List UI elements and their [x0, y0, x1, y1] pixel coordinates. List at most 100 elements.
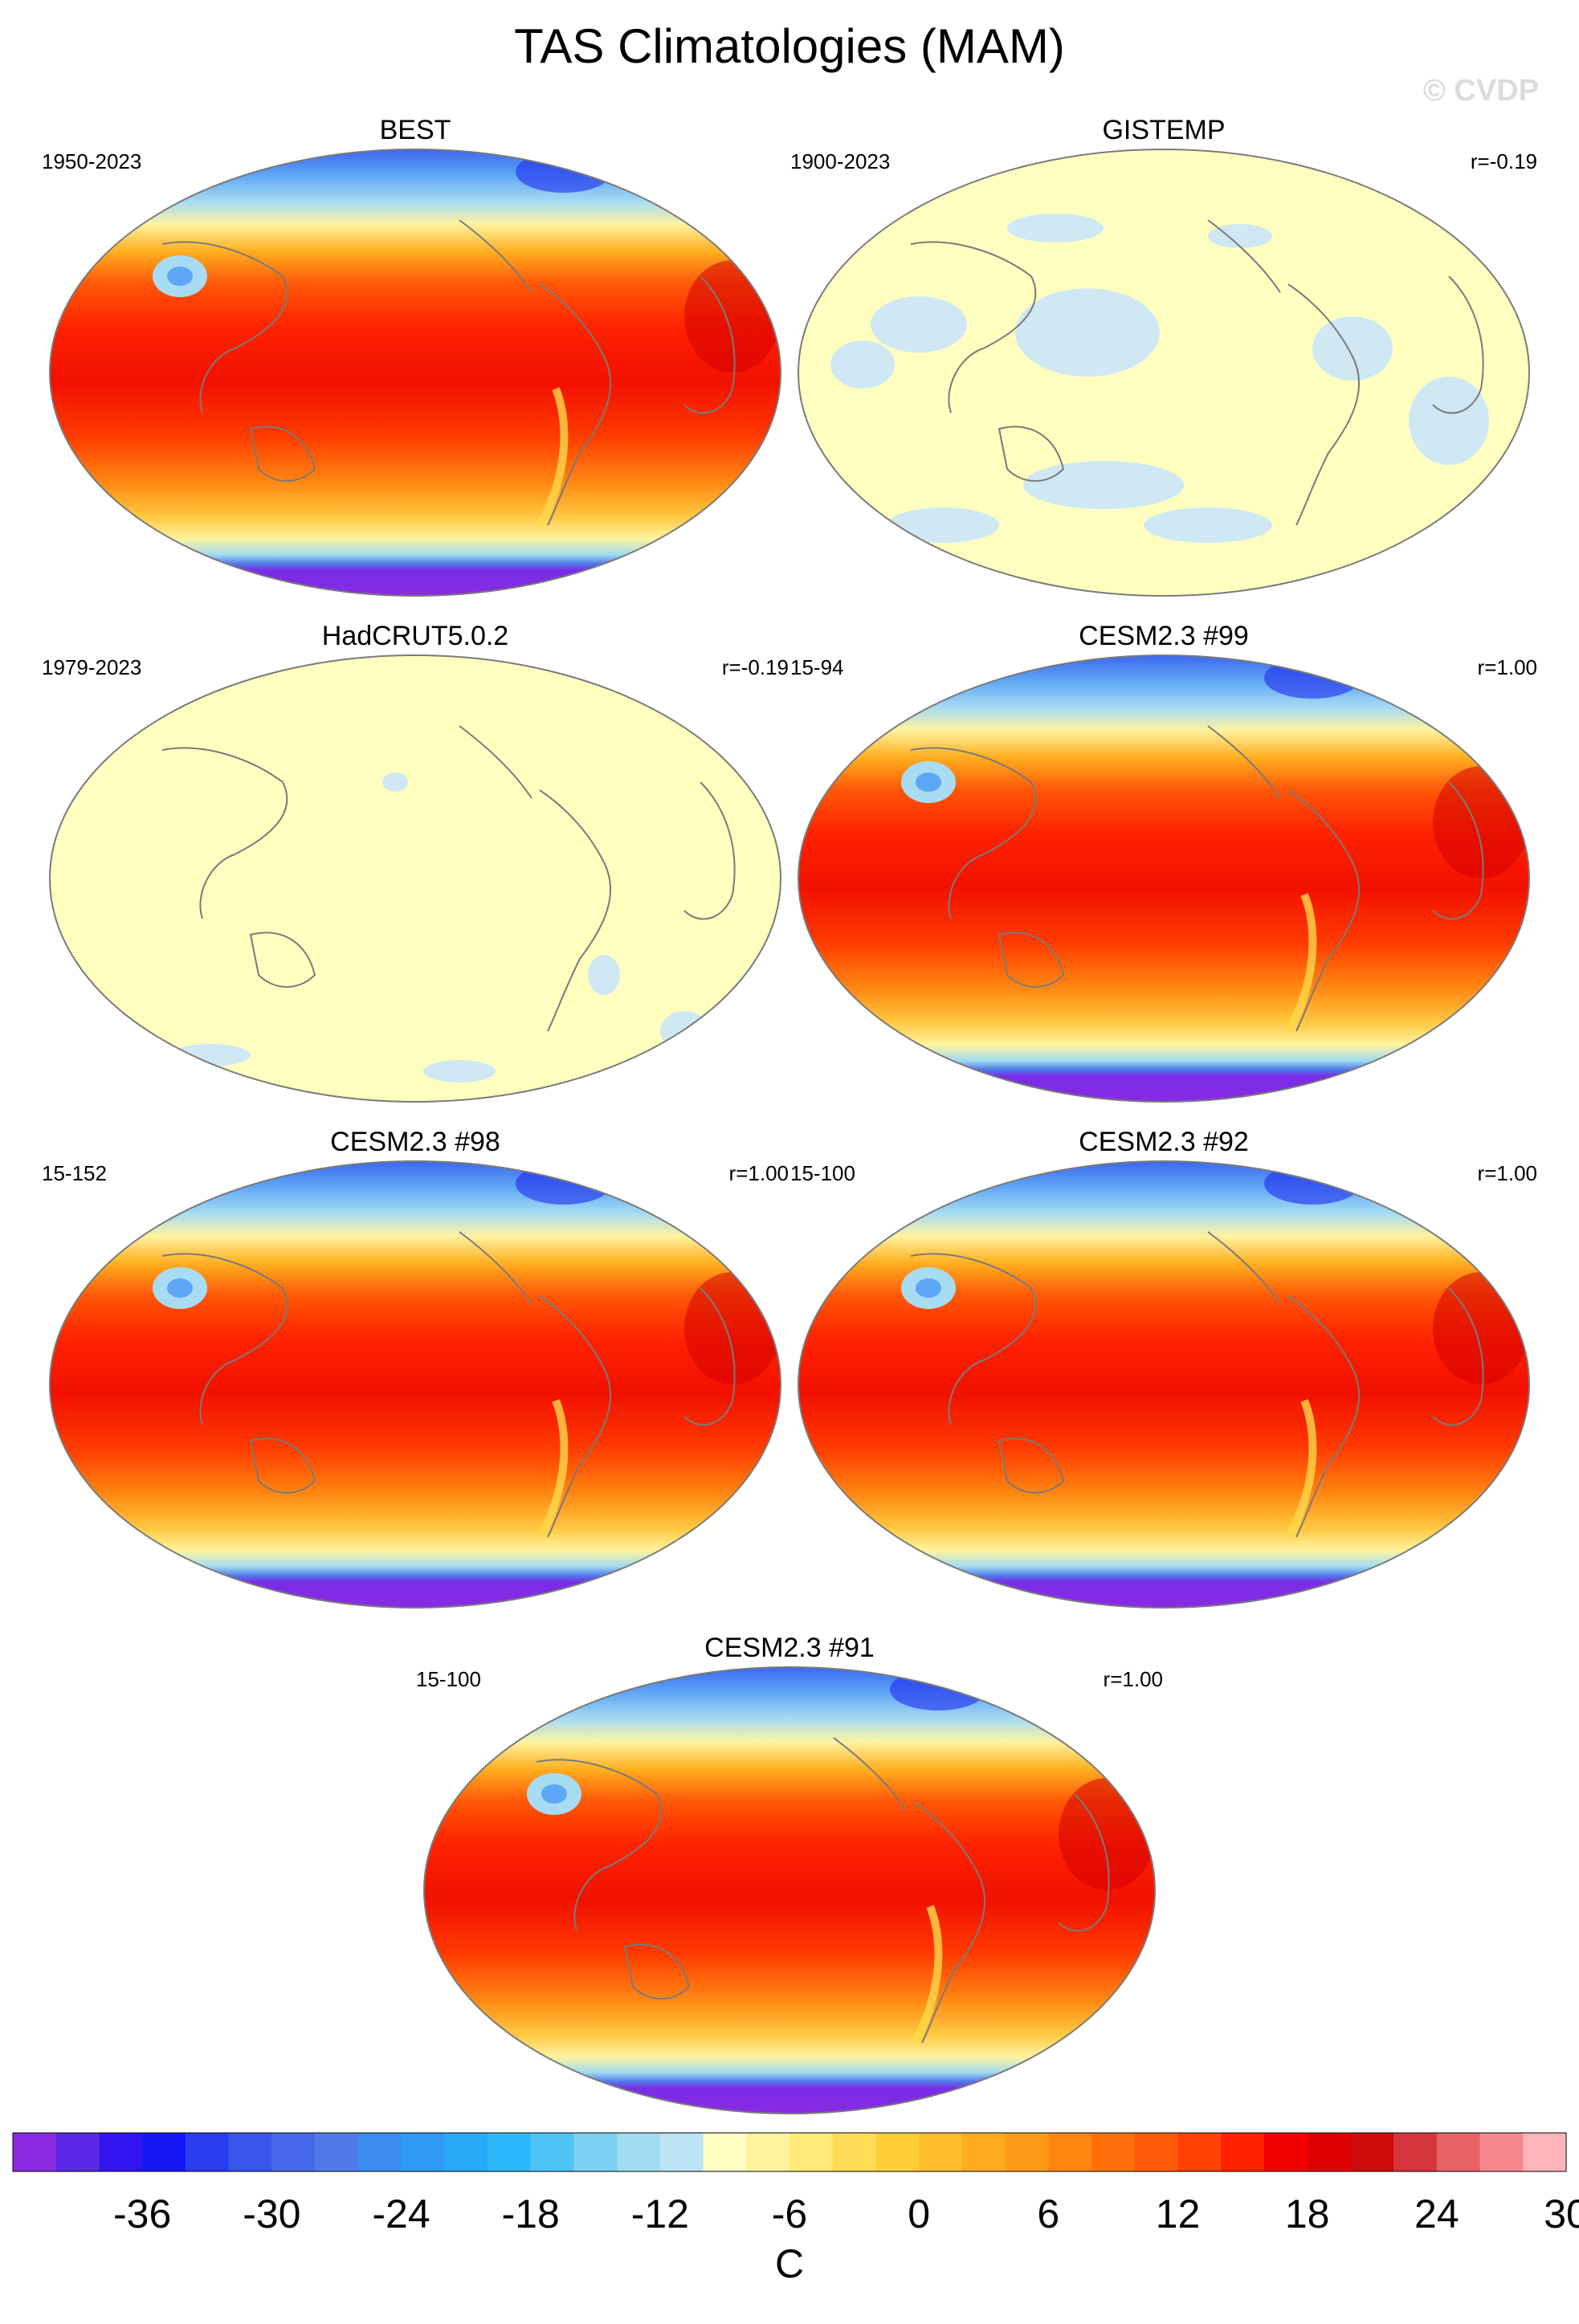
map-panel: BEST 1950-2023: [42, 114, 789, 597]
globe-outline: [798, 1160, 1530, 1608]
colorbar-swatch: [1177, 2133, 1222, 2171]
coastline: [161, 241, 288, 414]
coastline: [1432, 275, 1484, 414]
colorbar-swatch: [790, 2133, 834, 2171]
globe-outline: [798, 149, 1530, 597]
coastline: [536, 1759, 663, 1931]
panel-title: HadCRUT5.0.2: [321, 621, 509, 651]
greenland-cold: [516, 151, 612, 193]
colorbar-swatch: [357, 2133, 402, 2171]
panel-period: 1979-2023: [42, 655, 142, 679]
colorbar-tick-label: 18: [1285, 2191, 1330, 2236]
coastline: [683, 1287, 736, 1426]
greenland-cold: [1264, 1163, 1361, 1205]
anomaly-region: [588, 955, 620, 995]
colorbar-swatch: [487, 2133, 532, 2171]
colorbar-swatch: [228, 2133, 272, 2171]
map-panel: HadCRUT5.0.2 1979-2023 r=-0.19: [42, 620, 789, 1103]
panel-correlation: r=1.00: [1103, 1667, 1163, 1691]
colorbar-swatch: [1263, 2133, 1308, 2171]
coastline: [683, 275, 736, 414]
coastline: [683, 781, 736, 920]
andes-cool-strip: [536, 387, 569, 528]
colorbar-swatch: [703, 2133, 747, 2171]
colorbar-unit: C: [775, 2241, 804, 2286]
coastline: [459, 725, 532, 799]
tibet-core: [916, 773, 941, 792]
anomaly-region: [1409, 377, 1489, 465]
globe-outline: [49, 654, 781, 1103]
panel-correlation: r=1.00: [728, 1161, 789, 1185]
coastline: [833, 1737, 907, 1811]
panel-correlation: r=1.00: [1477, 655, 1537, 679]
coastline: [161, 1253, 288, 1425]
colorbar-tick-label: -6: [772, 2191, 807, 2236]
globe-outline: [49, 149, 781, 597]
map-panel: CESM2.3 #91 15-100 r=1.00: [416, 1632, 1163, 2114]
anomaly-region: [871, 296, 967, 353]
map-panel: CESM2.3 #98 15-152 r=1.00: [42, 1126, 789, 1608]
coastline: [539, 789, 611, 1032]
colorbar-tick-label: 6: [1037, 2191, 1059, 2236]
coastline: [1207, 725, 1281, 799]
colorbar-swatch: [1221, 2133, 1265, 2171]
greenland-cold: [1264, 657, 1361, 699]
anomaly-region: [1208, 224, 1272, 248]
watermark: © CVDP: [1422, 74, 1539, 108]
coastline: [1287, 1295, 1360, 1538]
coastline: [539, 283, 611, 526]
colorbar-swatch: [1523, 2133, 1567, 2171]
map-globe: [798, 654, 1530, 1103]
coastline: [1432, 781, 1484, 920]
colorbar-tick-label: -30: [243, 2191, 300, 2236]
panel-title: CESM2.3 #92: [1079, 1127, 1249, 1157]
panel-title: BEST: [379, 115, 451, 145]
anomaly-region: [1015, 288, 1160, 377]
greenland-cold: [516, 1163, 612, 1205]
colorbar-swatch: [1350, 2133, 1394, 2171]
andes-cool-strip: [1284, 1399, 1317, 1539]
coastline: [1287, 789, 1360, 1032]
coastline: [249, 1437, 316, 1494]
coastline: [249, 932, 316, 988]
temperature-field: [798, 655, 1529, 1102]
andes-cool-strip: [1284, 893, 1317, 1034]
coastline: [1207, 1231, 1281, 1305]
colorbar-swatch: [99, 2133, 143, 2171]
coastline: [998, 932, 1065, 988]
temperature-field: [50, 149, 781, 596]
colorbar-swatch: [444, 2133, 488, 2171]
colorbar-tick-label: 24: [1414, 2191, 1459, 2236]
tibet-core: [541, 1784, 567, 1804]
anomaly-region: [423, 1060, 496, 1082]
panel-period: 1900-2023: [790, 149, 891, 173]
anomaly-field: [50, 655, 781, 1102]
coastline: [1432, 1287, 1484, 1426]
panel-period: 15-100: [790, 1161, 855, 1185]
panel-correlation: r=1.00: [1477, 1161, 1537, 1185]
coastline: [459, 219, 532, 293]
coastline: [910, 1253, 1037, 1425]
anomaly-region: [1144, 508, 1272, 543]
andes-cool-strip: [910, 1905, 943, 2045]
panel-title: CESM2.3 #98: [330, 1127, 500, 1157]
panel-correlation: r=-0.19: [1470, 149, 1537, 173]
anomaly-region: [382, 773, 408, 792]
map-globe: [49, 654, 781, 1103]
africa-hot: [684, 1272, 781, 1384]
map-globe: [49, 1160, 781, 1608]
colorbar-swatch: [919, 2133, 963, 2171]
colorbar-frame: [12, 2132, 1567, 2172]
panel-period: 15-100: [416, 1667, 481, 1691]
colorbar-swatch: [617, 2133, 661, 2171]
anomaly-region: [887, 508, 999, 543]
colorbar-swatch: [875, 2133, 920, 2171]
coastline: [1207, 219, 1281, 293]
map-globe: [798, 149, 1530, 597]
colorbar-swatch: [1393, 2133, 1438, 2171]
coastline: [1058, 1793, 1110, 1932]
panel-title: CESM2.3 #99: [1079, 621, 1249, 651]
map-globe: [49, 149, 781, 597]
colorbar-tick-label: 12: [1156, 2191, 1201, 2236]
colorbar-swatch: [1479, 2133, 1524, 2171]
